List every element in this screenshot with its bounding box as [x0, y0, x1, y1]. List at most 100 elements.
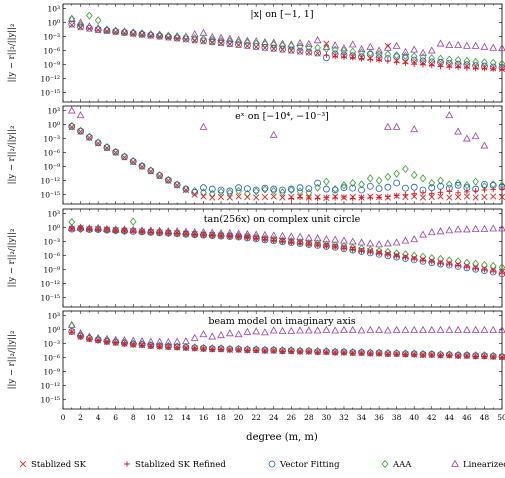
data-point: [68, 218, 76, 227]
data-point: [288, 195, 295, 202]
data-point: [288, 239, 295, 245]
data-point: [139, 228, 145, 235]
data-point: [164, 33, 172, 41]
data-point: [148, 343, 154, 350]
data-point: [464, 264, 470, 270]
data-point: [385, 251, 391, 258]
series-lin: [67, 106, 489, 149]
data-point: [331, 326, 340, 334]
data-point: [349, 246, 356, 253]
x-tick-label: 36: [374, 413, 384, 422]
data-point: [253, 43, 260, 51]
data-point: [446, 194, 453, 201]
data-point: [454, 40, 462, 48]
data-point: [174, 344, 180, 351]
data-point: [357, 238, 366, 246]
y-tick-label: 10⁻³: [43, 238, 60, 247]
legend-label: AAA: [392, 460, 412, 470]
data-point: [306, 349, 312, 355]
data-point: [86, 336, 93, 343]
data-point: [463, 134, 471, 142]
data-point: [358, 194, 365, 201]
data-point: [121, 29, 128, 37]
panel-title: beam model on imaginary axis: [208, 316, 355, 327]
data-point: [217, 331, 225, 339]
data-point: [200, 34, 207, 44]
data-point: [410, 45, 419, 53]
data-point: [472, 177, 479, 186]
data-point: [463, 56, 471, 65]
panel-2: 10³ 10⁰ 10⁻³ 10⁻⁶ 10⁻⁹ 10⁻¹² 10⁻¹⁵ ||y − r||₂/|…: [7, 105, 505, 205]
data-point: [383, 326, 392, 334]
data-point: [209, 232, 216, 239]
data-point: [454, 193, 462, 201]
data-point: [94, 16, 102, 25]
data-point: [147, 167, 155, 175]
data-point: [463, 325, 471, 333]
data-point: [358, 180, 365, 189]
data-point: [446, 261, 453, 267]
data-point: [393, 179, 401, 187]
x-tick-label: 16: [199, 413, 209, 422]
data-point: [270, 186, 278, 195]
data-point: [183, 231, 189, 237]
y-tick-label: 10⁻⁹: [43, 163, 60, 172]
series-vf: [68, 123, 505, 196]
data-point: [129, 217, 137, 226]
x-tick-labels: 0 2 4 6 8 10 12 14 16 18 20 22 24 26 28 30 32 34 36 38 40 42 4…: [61, 413, 505, 422]
data-point: [165, 344, 172, 350]
data-point: [269, 326, 278, 334]
x-tick-label: 12: [164, 413, 174, 422]
data-point: [314, 50, 321, 57]
data-point: [322, 42, 331, 50]
data-point: [77, 127, 84, 135]
data-point: [331, 45, 339, 54]
data-point: [455, 190, 461, 196]
data-point: [393, 351, 400, 357]
data-point: [420, 257, 426, 264]
series-sskr: [288, 186, 505, 202]
data-point: [498, 44, 505, 52]
x-tick-label: 42: [427, 413, 437, 422]
data-point: [332, 195, 338, 201]
data-point: [287, 185, 295, 193]
data-point: [331, 41, 340, 49]
data-point: [367, 249, 374, 255]
data-point: [182, 33, 190, 42]
data-point: [121, 227, 128, 234]
data-point: [121, 341, 128, 347]
data-point: [314, 183, 321, 192]
data-point: [68, 321, 76, 330]
data-point: [305, 48, 313, 56]
data-point: [464, 189, 470, 195]
data-point: [235, 347, 242, 353]
data-point: [428, 190, 435, 197]
data-point: [454, 127, 462, 135]
data-point: [357, 326, 366, 334]
data-point: [401, 325, 410, 333]
data-point: [191, 191, 198, 198]
data-point: [384, 172, 392, 181]
data-point: [94, 139, 102, 147]
data-point: [340, 184, 348, 192]
x-tick-label: 20: [234, 413, 244, 422]
data-point: [436, 325, 445, 333]
data-point: [94, 26, 102, 34]
x-tick-label: 46: [462, 413, 472, 422]
data-point: [358, 350, 365, 357]
y-tick-label: 10⁰: [47, 326, 60, 335]
data-point: [208, 35, 216, 44]
data-point: [402, 60, 409, 67]
data-point: [165, 34, 172, 41]
y-tick-label: 10⁰: [47, 224, 60, 233]
data-point: [472, 57, 479, 66]
data-point: [200, 193, 207, 200]
data-point: [304, 233, 313, 241]
data-point: [304, 39, 313, 47]
data-point: [235, 41, 243, 48]
data-point: [156, 33, 163, 40]
data-point: [410, 235, 419, 243]
data-point: [471, 132, 480, 140]
y-tick-label: 10⁻³: [43, 340, 60, 349]
y-tick-label: 10⁻⁶: [43, 149, 60, 158]
